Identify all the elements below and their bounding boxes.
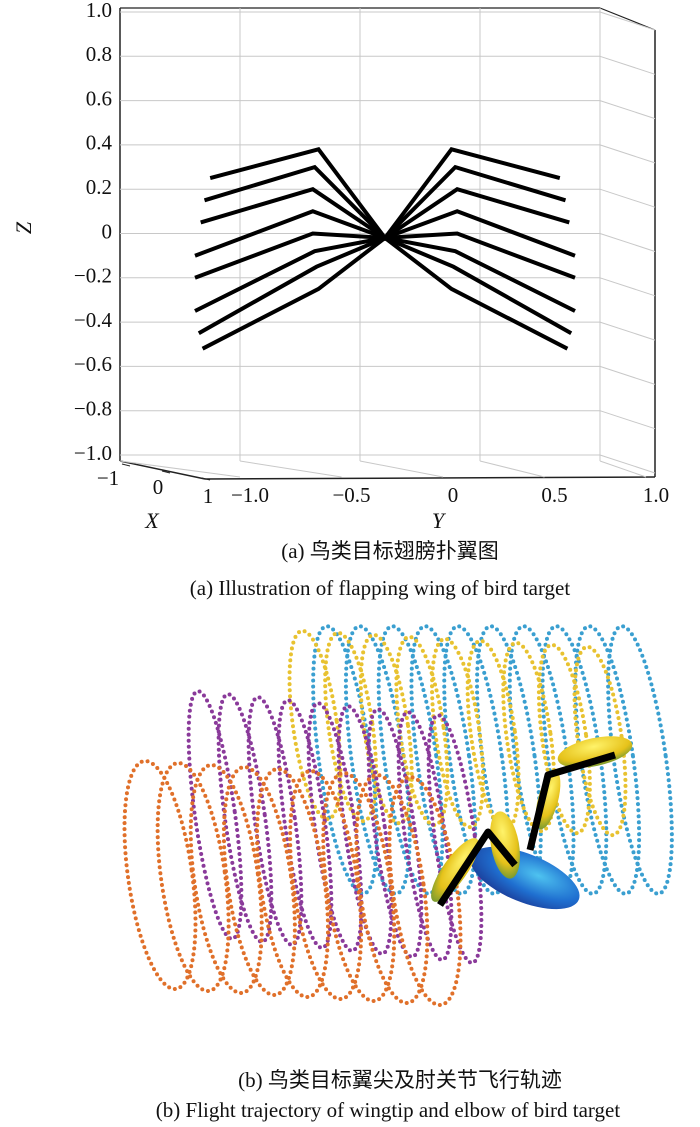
axis-line bbox=[119, 460, 206, 480]
trajectory-loop bbox=[430, 636, 485, 830]
y-axis-label: Y bbox=[432, 508, 447, 533]
wing-stroke bbox=[194, 235, 576, 313]
z-tick-label: 0.6 bbox=[86, 86, 112, 110]
bird-model bbox=[431, 736, 633, 910]
wing-stroke bbox=[203, 164, 567, 241]
trajectory-loop bbox=[358, 632, 414, 826]
wing-bone bbox=[437, 828, 518, 907]
y-tick-label: 0 bbox=[448, 483, 459, 507]
trajectory-loop bbox=[465, 638, 521, 832]
trajectory-loop bbox=[336, 704, 394, 956]
wing-stroke bbox=[201, 235, 569, 351]
trajectory-loop bbox=[287, 628, 343, 822]
z-tick-label: −0.2 bbox=[74, 264, 112, 288]
grid-line bbox=[599, 11, 656, 31]
wing-stroke bbox=[209, 147, 561, 242]
x-axis-label: X bbox=[144, 508, 160, 533]
y-tick-label: −1.0 bbox=[231, 483, 269, 507]
z-tick-label: −0.6 bbox=[74, 352, 112, 376]
axis-line bbox=[599, 7, 656, 31]
tick-mark bbox=[121, 463, 131, 467]
grid-line bbox=[359, 460, 444, 478]
trajectory-loop bbox=[216, 692, 274, 944]
trajectory-loop bbox=[426, 713, 484, 965]
wing-bone bbox=[526, 751, 617, 851]
trajectory-loop bbox=[409, 624, 478, 896]
trajectory-loop bbox=[536, 642, 592, 836]
trajectory-loop bbox=[354, 773, 430, 1005]
grid-line bbox=[599, 233, 656, 252]
z-tick-label: 0.8 bbox=[86, 42, 112, 66]
z-tick-label: 0 bbox=[102, 219, 113, 243]
trajectory-loop bbox=[186, 689, 244, 941]
grid-line bbox=[599, 277, 656, 297]
grid-line bbox=[599, 321, 656, 341]
grid-line bbox=[599, 460, 647, 478]
trajectory-loop bbox=[376, 624, 445, 896]
trajectory-loop bbox=[366, 707, 424, 959]
x-tick-label: 1 bbox=[203, 484, 214, 508]
trajectory-loop bbox=[442, 624, 510, 896]
z-axis-label: Z bbox=[11, 221, 36, 234]
x-tick-label: −1 bbox=[97, 466, 119, 490]
caption: (b) 鸟类目标翼尖及肘关节飞行轨迹 bbox=[238, 1068, 562, 1092]
trajectory-loop bbox=[394, 634, 450, 828]
z-tick-label: −1.0 bbox=[74, 441, 112, 465]
y-tick-label: 0.5 bbox=[541, 483, 567, 507]
grid-line bbox=[239, 460, 342, 478]
plot-a: 1.0 0.8 0.6 0.4 0.2 0 −0.2 −0.4 −0.6 −0.8 −1.0 −1.0… bbox=[74, 0, 669, 508]
bird-wing bbox=[557, 736, 633, 768]
grid-line bbox=[119, 460, 241, 478]
grid-line bbox=[599, 55, 656, 75]
z-tick-label: −0.8 bbox=[74, 397, 112, 421]
grid-line bbox=[599, 410, 656, 430]
y-tick-label: −0.5 bbox=[332, 483, 370, 507]
bird-wing bbox=[431, 838, 479, 902]
x-tick-label: 0 bbox=[153, 475, 164, 499]
trajectory-loop bbox=[475, 624, 543, 896]
grid-line bbox=[479, 460, 545, 478]
z-tick-label: −0.4 bbox=[74, 308, 113, 332]
y-tick-label: 1.0 bbox=[643, 483, 669, 507]
grid-line bbox=[599, 144, 656, 164]
grid-line bbox=[599, 188, 656, 208]
z-tick-label: 1.0 bbox=[86, 0, 112, 22]
trajectory-loop bbox=[606, 624, 674, 896]
z-tick-label: 0.2 bbox=[86, 175, 112, 199]
z-tick-label: 0.4 bbox=[86, 131, 113, 155]
caption: (a) Illustration of flapping wing of bir… bbox=[190, 576, 571, 600]
tick-mark bbox=[161, 470, 171, 474]
caption: (b) Flight trajectory of wingtip and elb… bbox=[156, 1098, 621, 1122]
caption: (a) 鸟类目标翅膀扑翼图 bbox=[281, 539, 499, 563]
axis-line bbox=[204, 476, 656, 480]
trajectory-loop bbox=[323, 630, 379, 824]
grid-line bbox=[599, 454, 656, 474]
grid-line bbox=[599, 365, 656, 385]
trajectory-render bbox=[122, 624, 674, 1007]
trajectory-loop bbox=[246, 695, 304, 947]
tick-mark bbox=[201, 477, 211, 481]
trajectory-loop bbox=[501, 640, 557, 834]
grid-line bbox=[599, 100, 656, 120]
wing-stroke bbox=[197, 235, 573, 335]
